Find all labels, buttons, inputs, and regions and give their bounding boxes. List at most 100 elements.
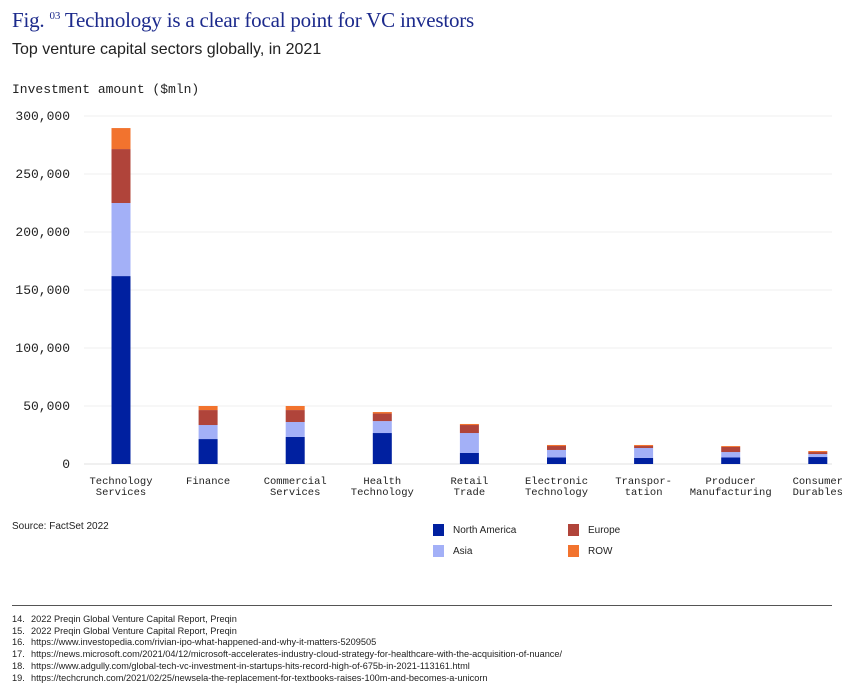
- bar-segment-row: [111, 128, 131, 150]
- footnotes: 14. 2022 Preqin Global Venture Capital Re…: [12, 614, 562, 684]
- footnote-number: 15.: [12, 625, 25, 636]
- footnote-text: https://techcrunch.com/2021/02/25/newsel…: [31, 672, 488, 683]
- x-tick-label: Producer: [705, 476, 755, 488]
- x-tick-label: Technology: [351, 487, 414, 499]
- bars: [111, 128, 828, 464]
- bar-segment-europe: [372, 413, 392, 422]
- bar-segment-asia: [808, 454, 828, 458]
- footnote-text: 2022 Preqin Global Venture Capital Repor…: [31, 625, 237, 636]
- gridlines: [84, 115, 832, 465]
- y-tick-label: 50,000: [23, 399, 70, 414]
- bar-segment-north-america: [285, 436, 305, 464]
- bar-segment-row: [634, 444, 654, 447]
- bar-segment-north-america: [547, 457, 566, 464]
- x-tick-label: Durables: [793, 487, 843, 499]
- bar-segment-europe: [634, 446, 654, 448]
- figure-prefix: Fig.: [12, 8, 45, 32]
- bar-segment-row: [808, 451, 828, 453]
- footnote: 18. https://www.adgully.com/global-tech-v…: [12, 661, 562, 673]
- footnote-number: 17.: [12, 649, 25, 660]
- legend-label: North America: [453, 524, 517, 536]
- legend-item-north-america: North America: [433, 524, 516, 536]
- bar-segment-row: [721, 446, 741, 447]
- figure-subtitle: Top venture capital sectors globally, in…: [12, 41, 322, 58]
- bar-segment-north-america: [808, 457, 828, 464]
- bar-segment-europe: [808, 452, 828, 455]
- x-tick-label: Services: [270, 487, 320, 499]
- x-tick-label: Services: [96, 487, 146, 499]
- legend-item-row: ROW: [568, 545, 612, 557]
- bar-segment-asia: [198, 425, 218, 440]
- footnote: 17. https://news.microsoft.com/2021/04/12…: [12, 649, 562, 661]
- bar-segment-row: [285, 406, 305, 411]
- footnote-divider: [12, 605, 832, 606]
- legend-item-europe: Europe: [568, 524, 620, 536]
- y-axis-label: Investment amount ($mln): [12, 82, 200, 97]
- x-tick-label: Retail: [450, 476, 488, 488]
- legend-label: Asia: [453, 545, 473, 557]
- legend-label: ROW: [588, 545, 613, 557]
- bar-segment-row: [459, 423, 479, 426]
- footnote-text: 2022 Preqin Global Venture Capital Repor…: [31, 614, 237, 624]
- x-tick-label: Commercial: [264, 476, 327, 488]
- x-tick-label: Trade: [454, 487, 486, 499]
- legend-swatch: [433, 545, 444, 557]
- bar-segment-north-america: [111, 276, 131, 464]
- bar-segment-asia: [285, 422, 305, 437]
- x-tick-label: Finance: [186, 476, 230, 488]
- bar-segment-north-america: [721, 457, 741, 464]
- x-tick-label: Transpor-: [615, 476, 672, 488]
- bar-segment-asia: [634, 447, 654, 458]
- bar-segment-europe: [198, 410, 218, 426]
- y-tick-label: 0: [62, 457, 70, 472]
- footnote-text: https://news.microsoft.com/2021/04/12/mi…: [31, 649, 563, 660]
- bar-segment-europe: [111, 149, 131, 203]
- bar-segment-north-america: [634, 457, 654, 464]
- x-tick-label: Technology: [89, 476, 152, 488]
- y-tick-label: 300,000: [15, 109, 70, 124]
- footnote: 14. 2022 Preqin Global Venture Capital Re…: [12, 614, 562, 626]
- x-tick-label: Manufacturing: [690, 487, 772, 499]
- legend-swatch: [568, 524, 579, 536]
- bar-segment-north-america: [198, 439, 218, 464]
- bar-segment-europe: [285, 410, 305, 423]
- x-tick-label: Technology: [525, 487, 588, 499]
- figure-number: 03: [49, 10, 61, 22]
- bar-segment-row: [547, 444, 566, 447]
- legend: North America Europe Asia ROW: [433, 524, 663, 564]
- source-note: Source: FactSet 2022: [12, 521, 109, 532]
- bar-segment-europe: [459, 425, 479, 434]
- legend-label: Europe: [588, 524, 621, 536]
- footnote: 15. 2022 Preqin Global Venture Capital Re…: [12, 626, 562, 638]
- figure-title-text: Technology is a clear focal point for VC…: [64, 8, 475, 32]
- footnote-number: 14.: [12, 614, 25, 624]
- footnote-number: 16.: [12, 637, 25, 648]
- bar-segment-asia: [459, 433, 479, 453]
- x-tick-label: Consumer: [793, 476, 843, 488]
- bar-segment-north-america: [372, 433, 392, 464]
- footnote-number: 19.: [12, 672, 25, 683]
- y-axis-ticks: 0 50,000 100,000 150,000 200,000 250,000 300,0…: [15, 109, 70, 472]
- y-tick-label: 100,000: [15, 341, 70, 356]
- bar-segment-europe: [721, 446, 741, 453]
- bar-segment-north-america: [459, 452, 479, 464]
- bar-segment-asia: [721, 452, 741, 458]
- x-tick-label: Health: [363, 476, 401, 488]
- footnote-text: https://www.investopedia.com/rivian-ipo-…: [31, 637, 377, 648]
- legend-item-asia: Asia: [433, 545, 472, 557]
- y-tick-label: 200,000: [15, 225, 70, 240]
- stacked-bar-chart: 0 50,000 100,000 150,000 200,000 250,000 300,0…: [15, 109, 843, 499]
- bar-segment-row: [198, 406, 218, 411]
- x-tick-label: Electronic: [525, 476, 588, 488]
- y-tick-label: 250,000: [15, 167, 70, 182]
- bar-segment-asia: [372, 421, 392, 434]
- y-tick-label: 150,000: [15, 283, 70, 298]
- figure-title: Fig. 03 Technology is a clear focal poin…: [12, 8, 474, 33]
- bar-segment-row: [372, 412, 392, 414]
- bar-segment-asia: [547, 449, 566, 458]
- footnote: 19. https://techcrunch.com/2021/02/25/new…: [12, 673, 562, 685]
- footnote-text: https://www.adgully.com/global-tech-vc-i…: [31, 660, 470, 671]
- bar-segment-europe: [547, 446, 566, 450]
- legend-swatch: [568, 545, 579, 557]
